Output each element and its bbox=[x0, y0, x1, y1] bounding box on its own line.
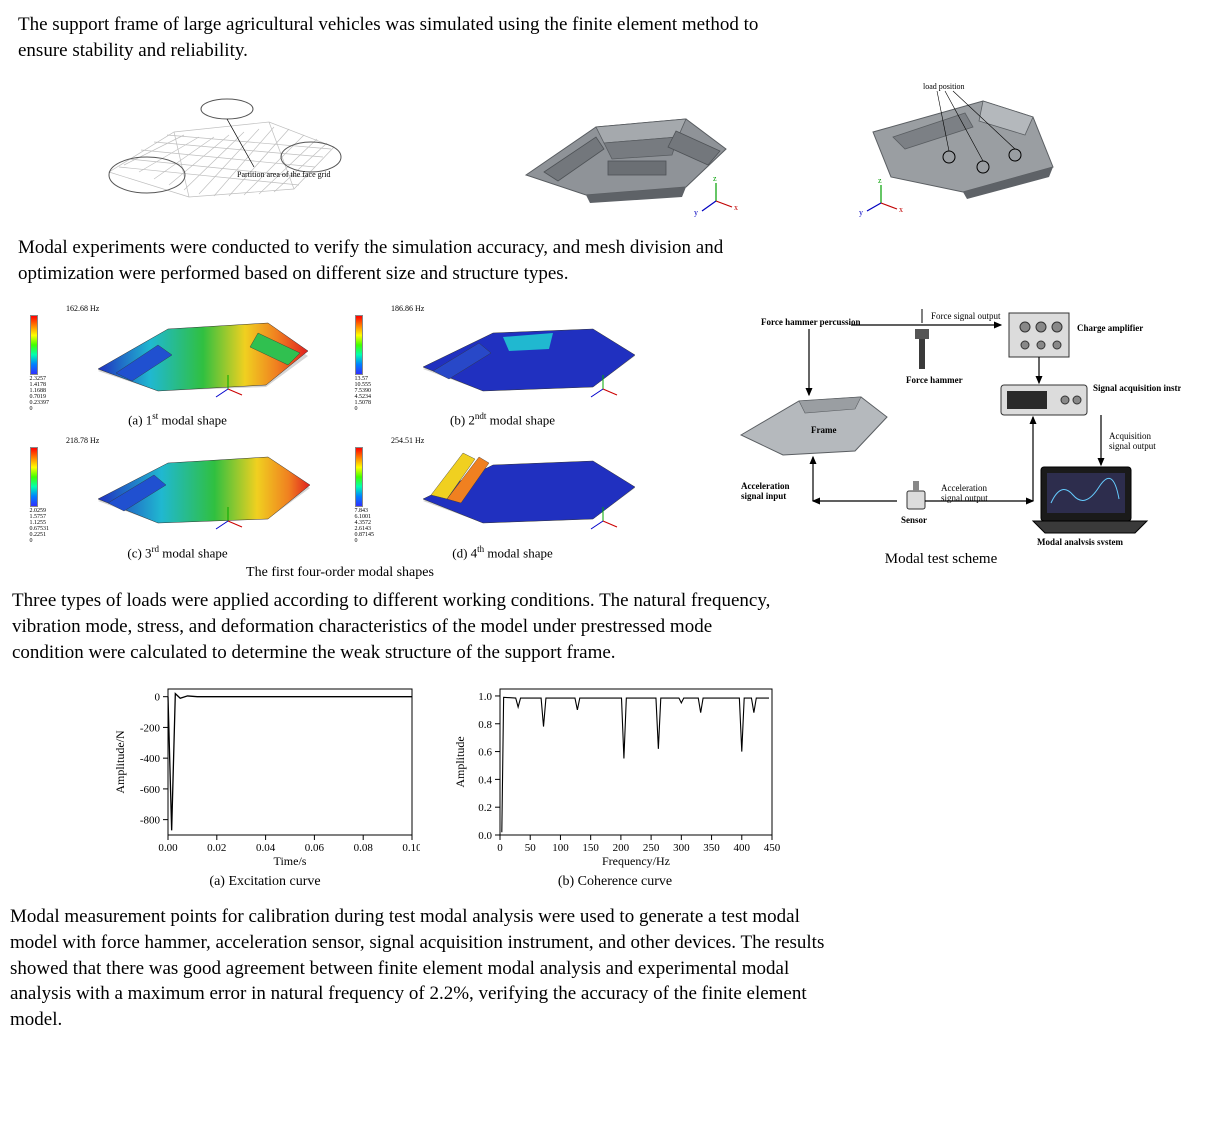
text-line: optimization were performed based on dif… bbox=[18, 263, 568, 284]
svg-text:0.2: 0.2 bbox=[478, 803, 492, 815]
frame-figure-mesh: Partition area of the face grid bbox=[79, 77, 379, 217]
svg-text:Charge amplifier: Charge amplifier bbox=[1077, 323, 1143, 333]
svg-text:Frequency/Hz: Frequency/Hz bbox=[602, 854, 670, 868]
svg-text:-400: -400 bbox=[140, 754, 161, 766]
svg-text:186.86 Hz: 186.86 Hz bbox=[391, 304, 425, 313]
svg-text:350: 350 bbox=[703, 842, 720, 854]
frame-annot-partition: Partition area of the face grid bbox=[237, 170, 331, 179]
text-line: model. bbox=[10, 1009, 62, 1030]
svg-text:0: 0 bbox=[155, 692, 161, 704]
modal-shape-c: 218.78 Hz 2.02591.57571.12550. bbox=[20, 433, 335, 562]
text-line: condition were calculated to determine t… bbox=[12, 642, 616, 663]
svg-text:100: 100 bbox=[552, 842, 569, 854]
top-frame-figures: Partition area of the face grid z x y bbox=[30, 77, 1182, 217]
text-line: model with force hammer, acceleration se… bbox=[10, 932, 824, 953]
colorbar: 7.8436.10014.35722.61430.871450 bbox=[355, 447, 375, 544]
svg-text:50: 50 bbox=[525, 842, 537, 854]
svg-text:Accelerationsignal output: Accelerationsignal output bbox=[941, 483, 988, 503]
svg-text:1.0: 1.0 bbox=[478, 691, 492, 703]
scheme-caption: Modal test scheme bbox=[885, 549, 997, 569]
svg-text:z: z bbox=[713, 174, 717, 183]
frame-figure-solid: z x y bbox=[476, 77, 756, 217]
svg-text:0.04: 0.04 bbox=[256, 842, 276, 854]
svg-text:x: x bbox=[734, 203, 738, 212]
modal-shapes-caption: The first four-order modal shapes bbox=[20, 564, 660, 583]
svg-text:-200: -200 bbox=[140, 723, 161, 735]
svg-text:300: 300 bbox=[673, 842, 690, 854]
svg-text:x: x bbox=[899, 205, 903, 214]
svg-text:254.51 Hz: 254.51 Hz bbox=[391, 436, 425, 445]
svg-text:0: 0 bbox=[497, 842, 503, 854]
svg-text:0.8: 0.8 bbox=[478, 719, 492, 731]
text-line: Three types of loads were applied accord… bbox=[12, 590, 770, 611]
svg-text:y: y bbox=[694, 208, 698, 217]
svg-text:450: 450 bbox=[764, 842, 780, 854]
colorbar: 2.32571.41781.16880.70190.233970 bbox=[30, 315, 50, 412]
svg-text:150: 150 bbox=[582, 842, 599, 854]
modal-shape-a: 162.68 Hz bbox=[20, 301, 335, 430]
svg-text:Sensor: Sensor bbox=[901, 515, 927, 525]
svg-text:Force signal output: Force signal output bbox=[931, 311, 1001, 321]
curves-figure: 0.000.020.040.060.080.10Time/s0-200-400-… bbox=[110, 679, 1202, 892]
svg-text:0.0: 0.0 bbox=[478, 830, 492, 842]
svg-text:162.68 Hz: 162.68 Hz bbox=[66, 304, 100, 313]
svg-text:0.00: 0.00 bbox=[158, 842, 178, 854]
svg-text:Amplitude: Amplitude bbox=[453, 737, 467, 788]
svg-text:250: 250 bbox=[643, 842, 660, 854]
modal-shape-b: 186.86 Hz 13.5710.5557.53904.52341.50780… bbox=[345, 301, 660, 430]
svg-text:400: 400 bbox=[734, 842, 751, 854]
frame-annot-load: load position bbox=[923, 82, 965, 91]
svg-text:Force hammer percussion: Force hammer percussion bbox=[761, 317, 861, 327]
svg-text:y: y bbox=[859, 208, 863, 217]
svg-text:Acquisitionsignal output: Acquisitionsignal output bbox=[1109, 431, 1156, 451]
text-line: analysis with a maximum error in natural… bbox=[10, 983, 807, 1004]
svg-text:Accelerationsignal input: Accelerationsignal input bbox=[741, 481, 789, 501]
text-line: vibration mode, stress, and deformation … bbox=[12, 616, 712, 637]
svg-text:Time/s: Time/s bbox=[274, 854, 307, 868]
text-line: Modal experiments were conducted to veri… bbox=[18, 237, 723, 258]
svg-text:Signal acquisition instrument: Signal acquisition instrument bbox=[1093, 383, 1181, 393]
frame-figure-load: load position z x y bbox=[853, 77, 1133, 217]
text-line: showed that there was good agreement bet… bbox=[10, 958, 789, 979]
paragraph-2: Modal experiments were conducted to veri… bbox=[18, 235, 1194, 286]
svg-text:Frame: Frame bbox=[811, 425, 836, 435]
svg-text:Amplitude/N: Amplitude/N bbox=[113, 730, 127, 794]
svg-text:0.02: 0.02 bbox=[207, 842, 226, 854]
modal-shape-d: 254.51 Hz 7.8436.10014.35722.61430.87145… bbox=[345, 433, 660, 562]
svg-text:200: 200 bbox=[613, 842, 630, 854]
text-line: Modal measurement points for calibration… bbox=[10, 906, 800, 927]
svg-text:-800: -800 bbox=[140, 815, 161, 827]
coherence-chart: 0 50 100 150 200 250 300 350 400 450 Frequency/Hz 0… bbox=[450, 679, 780, 892]
svg-text:z: z bbox=[878, 176, 882, 185]
svg-text:Force hammer: Force hammer bbox=[906, 375, 963, 385]
svg-text:0.06: 0.06 bbox=[305, 842, 325, 854]
paragraph-1: The support frame of large agricultural … bbox=[18, 12, 1194, 63]
svg-text:0.10: 0.10 bbox=[402, 842, 420, 854]
text-line: ensure stability and reliability. bbox=[18, 40, 248, 61]
svg-text:218.78 Hz: 218.78 Hz bbox=[66, 436, 100, 445]
modal-test-scheme: Frame Force hammer percussion Force hamm… bbox=[680, 305, 1202, 569]
paragraph-4: Modal measurement points for calibration… bbox=[10, 904, 1194, 1032]
svg-text:0.4: 0.4 bbox=[478, 775, 492, 787]
colorbar: 13.5710.5557.53904.52341.50780 bbox=[355, 315, 372, 412]
paragraph-3: Three types of loads were applied accord… bbox=[12, 588, 1194, 665]
text-line: The support frame of large agricultural … bbox=[18, 14, 758, 35]
svg-text:0.6: 0.6 bbox=[478, 747, 492, 759]
modal-shapes-figure: 162.68 Hz bbox=[20, 301, 660, 583]
excitation-chart: 0.00 0.02 0.04 0.06 0.08 0.10 Time/s 0 -200 -400 -… bbox=[110, 679, 420, 892]
svg-text:-600: -600 bbox=[140, 784, 161, 796]
colorbar: 2.02591.57571.12550.675310.22510 bbox=[30, 447, 50, 544]
svg-text:0.08: 0.08 bbox=[354, 842, 374, 854]
svg-text:Modal analysis system: Modal analysis system bbox=[1037, 537, 1124, 545]
